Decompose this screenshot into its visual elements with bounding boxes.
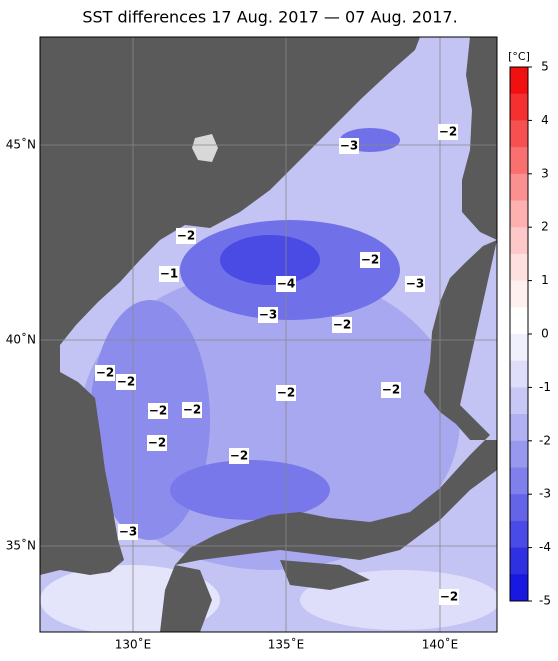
contour-label: −2 xyxy=(177,229,195,243)
contour-label: −3 xyxy=(119,525,137,539)
contour-label: −2 xyxy=(96,366,114,380)
contour-label: −2 xyxy=(277,386,295,400)
colorbar-segment xyxy=(510,574,528,602)
contour-label-bg xyxy=(439,589,459,605)
contour-label-bg xyxy=(438,124,458,140)
map-area xyxy=(40,37,497,632)
lon-label: 135˚E xyxy=(268,637,305,652)
colorbar-segment xyxy=(510,494,528,522)
colorbar-segment xyxy=(510,440,528,468)
contour-label: −2 xyxy=(333,318,351,332)
title: SST differences 17 Aug. 2017 — 07 Aug. 2… xyxy=(82,8,457,27)
lat-label: 40˚N xyxy=(6,332,36,347)
contour-label: −2 xyxy=(149,404,167,418)
colorbar-segment xyxy=(510,520,528,549)
colorbar-segment xyxy=(510,307,528,335)
colorbar-segment xyxy=(510,93,528,121)
contour-label: −1 xyxy=(160,267,178,281)
contour-label-bg xyxy=(229,448,249,464)
colorbar-tick-label: 0 xyxy=(541,327,549,341)
contour-label: −3 xyxy=(406,277,424,291)
contour-label: −2 xyxy=(440,590,458,604)
contour-label: −2 xyxy=(382,383,400,397)
colorbar-tick-label: 3 xyxy=(541,166,549,180)
contour-label-bg xyxy=(332,317,352,333)
contour-label: −2 xyxy=(439,125,457,139)
colorbar-tick-label: -5 xyxy=(539,594,551,608)
colorbar-segment xyxy=(510,334,528,362)
colorbar-tick-label: 5 xyxy=(541,60,549,74)
colorbar-segment xyxy=(510,253,528,282)
colorbar-segment xyxy=(510,360,528,388)
colorbar-tick-label: 2 xyxy=(541,220,549,234)
colorbar-segment xyxy=(510,467,528,495)
colorbar-segment xyxy=(510,547,528,575)
contour-label-bg xyxy=(258,307,278,323)
colorbar-segment xyxy=(510,120,528,148)
contour-label-bg xyxy=(405,276,425,292)
colorbar-segment xyxy=(510,280,528,308)
colorbar-tick-label: 4 xyxy=(541,113,549,127)
contour-label-bg xyxy=(116,374,136,390)
lon-label: 140˚E xyxy=(422,637,459,652)
contour-label-bg xyxy=(118,524,138,540)
colorbar-tick-label: 1 xyxy=(541,273,549,287)
contour-label-bg xyxy=(95,365,115,381)
contour-label: −2 xyxy=(361,253,379,267)
contour-label-bg xyxy=(176,228,196,244)
contour-label-bg xyxy=(148,403,168,419)
colorbar-unit: [°C] xyxy=(508,50,530,63)
lon-label: 130˚E xyxy=(115,637,152,652)
colorbar-segment xyxy=(510,227,528,255)
contour-label-bg xyxy=(339,138,359,154)
contour-label-bg xyxy=(360,252,380,268)
colorbar-segment xyxy=(510,147,528,175)
contour-label-bg xyxy=(159,266,179,282)
contour-label: −3 xyxy=(259,308,277,322)
contour-label: −3 xyxy=(340,139,358,153)
map-frame xyxy=(39,36,498,633)
colorbar-tick-label: -2 xyxy=(539,433,551,447)
colorbar-segment xyxy=(510,200,528,228)
contour-label: −2 xyxy=(230,449,248,463)
contour-label-bg xyxy=(276,385,296,401)
contour-label-bg xyxy=(276,276,296,292)
contour-label: −2 xyxy=(148,436,166,450)
colorbar-tick-label: -4 xyxy=(539,540,551,554)
contour-label-bg xyxy=(147,435,167,451)
colorbar-tick-label: -3 xyxy=(539,487,551,501)
lat-label: 35˚N xyxy=(6,538,36,553)
colorbar-segment xyxy=(510,387,528,415)
colorbar-segment xyxy=(510,173,528,201)
colorbar-segment xyxy=(510,67,528,95)
contour-label-bg xyxy=(182,402,202,418)
lat-label: 45˚N xyxy=(6,137,36,152)
colorbar-segment xyxy=(510,414,528,442)
contour-label-bg xyxy=(381,382,401,398)
contour-label: −2 xyxy=(117,375,135,389)
colorbar-tick-label: -1 xyxy=(539,380,551,394)
contour-label: −2 xyxy=(183,403,201,417)
contour-label: −4 xyxy=(277,277,295,291)
